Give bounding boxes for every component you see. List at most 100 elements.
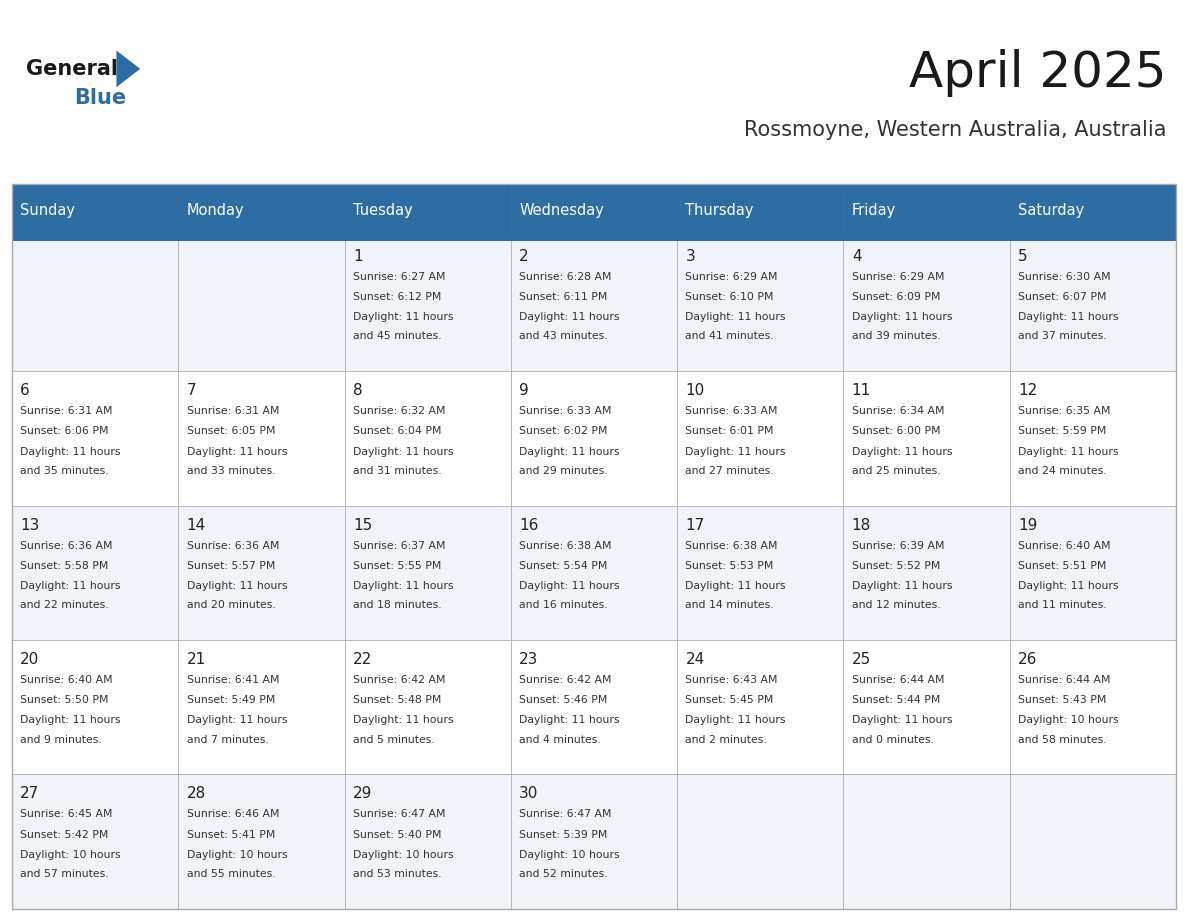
Bar [843,775,1010,909]
Bar [178,506,345,640]
Bar [511,506,677,640]
Text: Sunrise: 6:31 AM: Sunrise: 6:31 AM [187,406,279,416]
Text: Daylight: 11 hours: Daylight: 11 hours [852,581,953,591]
Text: and 31 minutes.: and 31 minutes. [353,465,442,476]
Text: Sunrise: 6:27 AM: Sunrise: 6:27 AM [353,272,446,282]
Text: Sunrise: 6:42 AM: Sunrise: 6:42 AM [353,675,446,685]
Text: 29: 29 [353,787,372,801]
Text: Sunset: 6:01 PM: Sunset: 6:01 PM [685,426,773,436]
Text: Daylight: 11 hours: Daylight: 11 hours [1018,581,1119,591]
Text: Sunrise: 6:29 AM: Sunrise: 6:29 AM [685,272,778,282]
Text: and 37 minutes.: and 37 minutes. [1018,331,1107,341]
Text: Daylight: 11 hours: Daylight: 11 hours [685,446,786,456]
Text: Sunrise: 6:38 AM: Sunrise: 6:38 AM [685,541,778,551]
Text: and 4 minutes.: and 4 minutes. [519,734,601,744]
Bar [12,237,1176,241]
Text: Sunset: 5:41 PM: Sunset: 5:41 PM [187,830,274,839]
Text: Sunset: 5:58 PM: Sunset: 5:58 PM [20,561,108,571]
Text: Sunset: 5:52 PM: Sunset: 5:52 PM [852,561,940,571]
Text: Sunrise: 6:35 AM: Sunrise: 6:35 AM [1018,406,1111,416]
Text: Sunrise: 6:40 AM: Sunrise: 6:40 AM [1018,541,1111,551]
Text: Sunset: 6:09 PM: Sunset: 6:09 PM [852,292,940,302]
Text: Daylight: 10 hours: Daylight: 10 hours [187,850,287,859]
Text: and 20 minutes.: and 20 minutes. [187,600,276,610]
Text: Blue: Blue [74,88,126,108]
Bar [511,775,677,909]
Text: Sunset: 6:02 PM: Sunset: 6:02 PM [519,426,607,436]
Text: and 41 minutes.: and 41 minutes. [685,331,775,341]
Bar [12,506,178,640]
Bar [511,184,677,237]
Text: and 35 minutes.: and 35 minutes. [20,465,109,476]
Text: Daylight: 11 hours: Daylight: 11 hours [187,446,287,456]
Text: 25: 25 [852,652,871,667]
Text: Sunrise: 6:39 AM: Sunrise: 6:39 AM [852,541,944,551]
Bar [12,184,178,237]
Text: Daylight: 11 hours: Daylight: 11 hours [187,581,287,591]
Text: Sunset: 5:54 PM: Sunset: 5:54 PM [519,561,607,571]
Text: Sunset: 5:42 PM: Sunset: 5:42 PM [20,830,108,839]
Bar [345,506,511,640]
Text: Sunrise: 6:40 AM: Sunrise: 6:40 AM [20,675,113,685]
Text: and 45 minutes.: and 45 minutes. [353,331,442,341]
Text: and 27 minutes.: and 27 minutes. [685,465,775,476]
Text: Sunday: Sunday [20,203,75,218]
Text: Sunrise: 6:41 AM: Sunrise: 6:41 AM [187,675,279,685]
Text: Sunrise: 6:42 AM: Sunrise: 6:42 AM [519,675,612,685]
Text: 30: 30 [519,787,538,801]
Bar [1010,184,1176,237]
Text: Sunset: 5:49 PM: Sunset: 5:49 PM [187,695,274,705]
Text: 2: 2 [519,249,529,263]
Text: and 16 minutes.: and 16 minutes. [519,600,608,610]
Bar [12,775,178,909]
Bar [1010,371,1176,506]
Text: Daylight: 11 hours: Daylight: 11 hours [353,312,454,322]
Bar [511,371,677,506]
Text: and 33 minutes.: and 33 minutes. [187,465,276,476]
Text: and 24 minutes.: and 24 minutes. [1018,465,1107,476]
Text: and 7 minutes.: and 7 minutes. [187,734,268,744]
Text: Sunrise: 6:29 AM: Sunrise: 6:29 AM [852,272,944,282]
Text: 20: 20 [20,652,39,667]
Text: Daylight: 11 hours: Daylight: 11 hours [353,446,454,456]
Text: Sunset: 5:59 PM: Sunset: 5:59 PM [1018,426,1106,436]
Text: and 9 minutes.: and 9 minutes. [20,734,102,744]
Text: and 18 minutes.: and 18 minutes. [353,600,442,610]
Text: Sunrise: 6:32 AM: Sunrise: 6:32 AM [353,406,446,416]
Text: 6: 6 [20,383,30,398]
Text: Sunrise: 6:47 AM: Sunrise: 6:47 AM [353,810,446,819]
Text: and 14 minutes.: and 14 minutes. [685,600,775,610]
Text: Daylight: 10 hours: Daylight: 10 hours [353,850,454,859]
Bar [345,371,511,506]
Text: Friday: Friday [852,203,896,218]
Text: and 12 minutes.: and 12 minutes. [852,600,941,610]
Bar [843,371,1010,506]
Text: Sunset: 5:57 PM: Sunset: 5:57 PM [187,561,274,571]
Bar [12,237,178,371]
Text: Sunset: 5:50 PM: Sunset: 5:50 PM [20,695,108,705]
Text: 22: 22 [353,652,372,667]
Text: Wednesday: Wednesday [519,203,604,218]
Text: Sunset: 5:40 PM: Sunset: 5:40 PM [353,830,441,839]
Bar [1010,640,1176,775]
Text: Daylight: 10 hours: Daylight: 10 hours [1018,715,1119,725]
Bar [843,506,1010,640]
Text: Daylight: 11 hours: Daylight: 11 hours [519,312,620,322]
Text: Daylight: 11 hours: Daylight: 11 hours [852,715,953,725]
Text: 8: 8 [353,383,362,398]
Text: Sunrise: 6:36 AM: Sunrise: 6:36 AM [187,541,279,551]
Bar [511,237,677,371]
Text: 17: 17 [685,518,704,532]
Text: and 52 minutes.: and 52 minutes. [519,869,608,879]
Text: Sunset: 5:48 PM: Sunset: 5:48 PM [353,695,441,705]
Bar [1010,237,1176,371]
Bar [677,775,843,909]
Text: Daylight: 11 hours: Daylight: 11 hours [1018,446,1119,456]
Text: Daylight: 11 hours: Daylight: 11 hours [852,312,953,322]
Text: Sunset: 5:44 PM: Sunset: 5:44 PM [852,695,940,705]
Text: Sunrise: 6:38 AM: Sunrise: 6:38 AM [519,541,612,551]
Bar [12,640,178,775]
Bar [12,371,178,506]
Text: Daylight: 11 hours: Daylight: 11 hours [519,715,620,725]
Text: Daylight: 11 hours: Daylight: 11 hours [685,715,786,725]
